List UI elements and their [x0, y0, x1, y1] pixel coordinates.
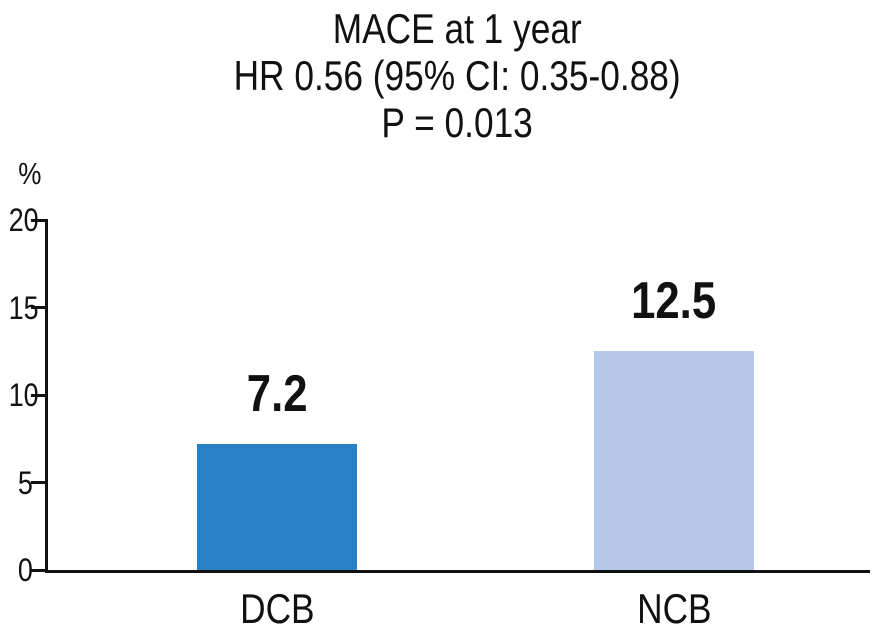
chart-title: MACE at 1 year	[45, 5, 870, 52]
y-axis-tick-mark-20	[31, 218, 48, 222]
y-axis-tick-label-text-5: 5	[18, 464, 33, 501]
bar-ncb	[594, 351, 754, 570]
y-axis-unit-label: %	[16, 158, 44, 189]
bar-dcb	[197, 444, 357, 570]
y-axis-unit-label-text: %	[18, 156, 42, 191]
bar-value-label-text-ncb: 12.5	[631, 272, 717, 331]
y-axis-tick-label-0: 0	[3, 554, 33, 586]
bar-group-dcb: 7.2	[197, 220, 357, 570]
y-axis-tick-mark-5	[31, 481, 48, 484]
y-axis-tick-label-5: 5	[3, 467, 33, 499]
chart-subtitle-hazard-ratio: HR 0.56 (95% CI: 0.35-0.88)	[45, 52, 870, 99]
bar-group-ncb: 12.5	[594, 220, 754, 570]
plot-area: 0 5 10 15 20 DCB 7.2 NCB 12.5	[9, 204, 870, 630]
bar-value-label-ncb: 12.5	[574, 275, 774, 327]
y-axis-tick-mark-0	[31, 568, 48, 572]
y-axis-tick-label-text-20: 20	[8, 202, 39, 238]
chart-subtitle-p-value-text: P = 0.013	[381, 99, 534, 146]
x-axis-category-label-ncb: NCB	[574, 588, 774, 630]
y-axis-tick-label-text-10: 10	[8, 377, 39, 413]
bar-value-label-dcb: 7.2	[177, 368, 377, 420]
x-axis-category-label-text-dcb: DCB	[239, 585, 315, 632]
y-axis-tick-label-text-15: 15	[8, 289, 39, 326]
chart-subtitle-p-value: P = 0.013	[45, 99, 870, 146]
y-axis-tick-label-15: 15	[3, 292, 39, 324]
chart-subtitle-hazard-ratio-text: HR 0.56 (95% CI: 0.35-0.88)	[233, 52, 682, 99]
y-axis-tick-label-10: 10	[3, 379, 39, 411]
x-axis-category-label-dcb: DCB	[177, 588, 377, 630]
y-axis-tick-mark-10	[31, 393, 48, 397]
bar-value-label-text-dcb: 7.2	[246, 365, 308, 423]
y-axis-tick-label-text-0: 0	[18, 552, 33, 588]
chart-title-block: MACE at 1 year HR 0.56 (95% CI: 0.35-0.8…	[45, 5, 870, 146]
y-axis-tick-label-20: 20	[3, 204, 39, 236]
y-axis-tick-mark-15	[31, 306, 48, 309]
chart-title-text: MACE at 1 year	[332, 5, 583, 52]
x-axis-category-label-text-ncb: NCB	[636, 585, 712, 632]
